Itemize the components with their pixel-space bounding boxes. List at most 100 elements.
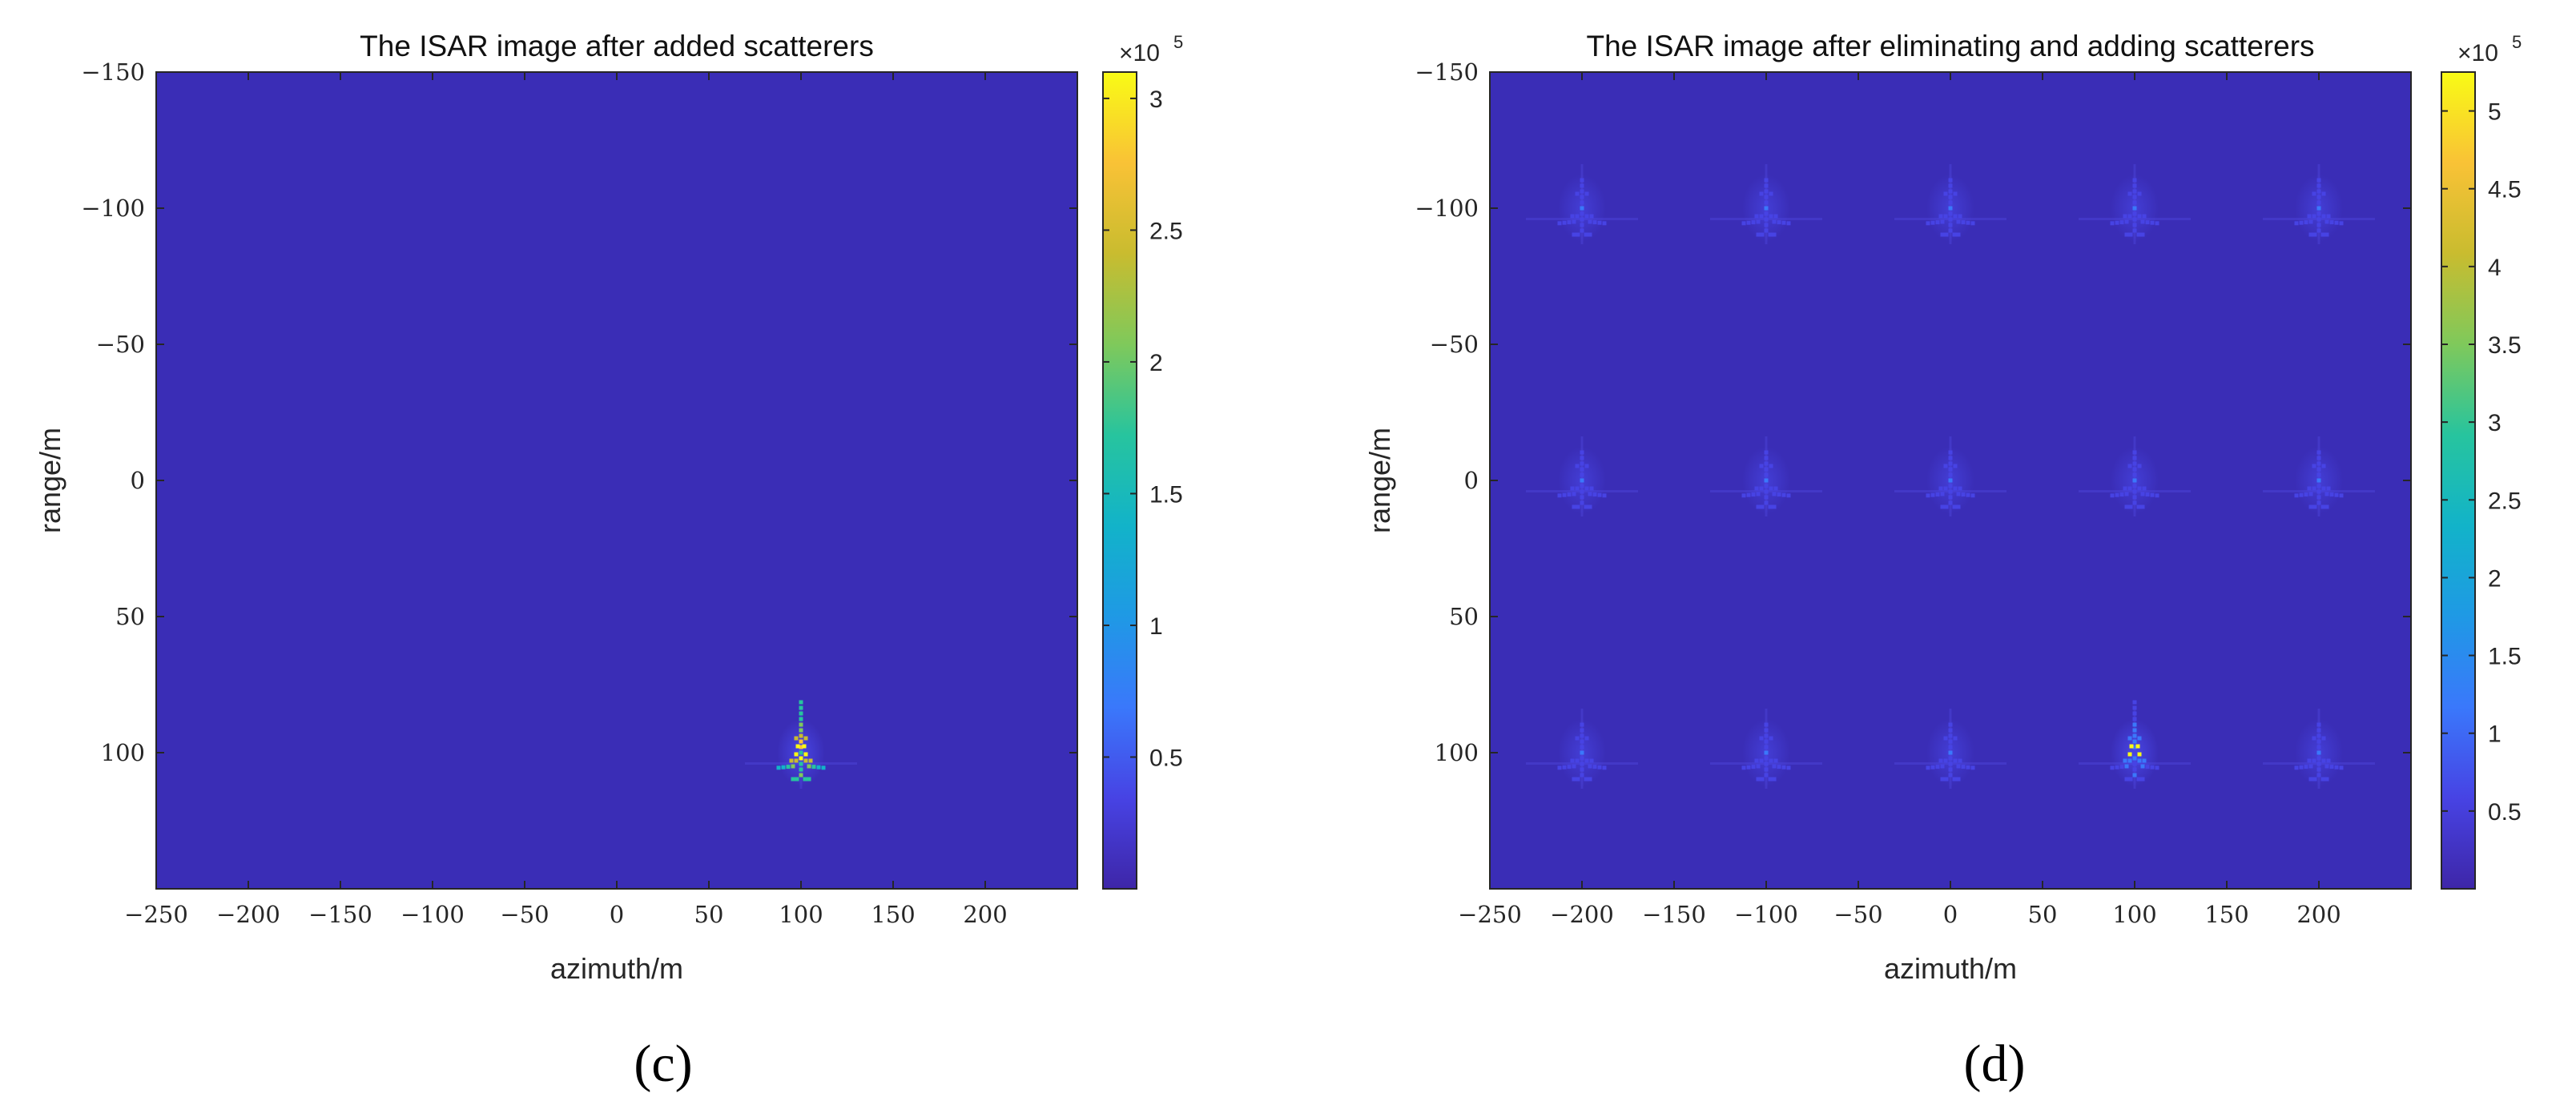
scatterer-point (2137, 758, 2142, 763)
scatterer-point (1772, 219, 1777, 224)
scatterer-point (1952, 504, 1957, 509)
y-tick-label: 0 (131, 467, 145, 494)
scatterer-point (2137, 191, 2142, 196)
scatterer-point (1580, 484, 1584, 488)
scatterer-point (2316, 495, 2321, 500)
scatterer-point (803, 777, 807, 782)
scatterer-point (1961, 492, 1966, 497)
scatterer-point (2316, 472, 2321, 477)
scatterer-point (1956, 504, 1961, 509)
scatterer-point (791, 764, 795, 769)
scatterer-point (795, 777, 799, 782)
x-tick-label: −50 (1833, 901, 1882, 928)
scatterer-target (1894, 164, 2006, 244)
scatterer-point (1592, 765, 1597, 769)
scatterer-point (1786, 765, 1791, 770)
scatterer-point (1956, 764, 1961, 769)
scatterer-point (1948, 745, 1953, 749)
scatterer-point (1777, 765, 1781, 769)
scatterer-point (2124, 764, 2129, 769)
scatterer-point (786, 765, 791, 769)
scatterer-point (1948, 200, 1953, 205)
x-tick-label: −200 (1550, 901, 1614, 928)
scatterer-point (2132, 728, 2137, 733)
scatterer-point (2316, 467, 2321, 472)
scatterer-point (1772, 232, 1777, 237)
scatterer-point (1759, 191, 1764, 196)
scatterer-point (1580, 478, 1584, 483)
scatterer-point (1764, 500, 1769, 505)
scatterer-point (2316, 228, 2321, 233)
scatterer-point (2137, 464, 2142, 468)
scatterer-point (1948, 195, 1953, 199)
x-tick-label: 50 (694, 901, 724, 928)
scatterer-point (2334, 765, 2339, 769)
scatterer-point (1572, 492, 1576, 496)
scatterer-point (2316, 745, 2321, 749)
scatterer-point (2312, 486, 2316, 491)
scatterer-point (1938, 486, 1943, 491)
scatterer-point (799, 761, 803, 766)
scatterer-point (1773, 486, 1778, 491)
scatterer-point (1953, 758, 1958, 763)
scatterer-point (1580, 189, 1584, 194)
y-tick-label: 50 (1449, 603, 1479, 630)
scatterer-point (1562, 492, 1567, 497)
scatterer-point (1754, 214, 1759, 219)
scatterer-point (1584, 504, 1588, 509)
scatterer-point (1764, 217, 1769, 222)
scatterer-point (1580, 722, 1584, 727)
x-tick-label: 200 (2296, 901, 2341, 928)
scatterer-point (1570, 486, 1575, 491)
scatterer-point (1948, 189, 1953, 194)
y-tick-label: 50 (115, 603, 145, 630)
scatterer-point (2324, 764, 2329, 769)
y-axis: −150 −100 −50 0 50 100 (81, 58, 1077, 766)
scatterer-point (1756, 504, 1761, 509)
scatterer-point (2140, 232, 2145, 237)
scatterer-point (1580, 195, 1584, 199)
scatterer-point (1589, 758, 1594, 763)
scatterer-point (1769, 464, 1773, 468)
colorbar-tick-label: 1.5 (1149, 481, 1183, 508)
bright-point (802, 744, 807, 749)
scatterer-point (1572, 777, 1576, 782)
scatterer-point (1948, 484, 1953, 488)
scatterer-point (2334, 492, 2339, 497)
scatterer-point (1572, 764, 1576, 769)
y-axis-label: range/m (34, 428, 66, 533)
scatterer-point (1588, 219, 1592, 224)
scatterer-point (1961, 765, 1966, 769)
scatterer-point (2308, 219, 2313, 224)
scatterer-target (1526, 164, 1638, 244)
scatterer-point (1764, 467, 1769, 472)
scatterer-point (1943, 464, 1948, 468)
scatterer-target (2263, 709, 2375, 789)
scatterer-point (1754, 486, 1759, 491)
scatterer-point (1584, 191, 1589, 196)
scatterer-point (776, 765, 781, 770)
scatterer-point (1764, 484, 1769, 488)
colorbar-gradient (1102, 71, 1137, 890)
scatterer-point (1584, 777, 1588, 782)
scatterer-point (1944, 777, 1949, 782)
scatterer-point (2339, 765, 2344, 770)
scatterer-point (1948, 733, 1953, 738)
y-tick-label: −100 (1415, 195, 1479, 222)
scatterer-point (1759, 464, 1764, 468)
scatterer-point (799, 756, 803, 761)
scatterer-point (1926, 765, 1930, 770)
scatterer-point (1764, 183, 1769, 188)
scatterer-point (1575, 191, 1580, 196)
scatterer-point (1764, 178, 1769, 183)
x-tick-label: −100 (400, 901, 465, 928)
scatterer-point (1772, 777, 1777, 782)
scatterer-point (2140, 219, 2145, 224)
scatterer-point (1764, 756, 1769, 761)
scatterer-point (1970, 493, 1975, 498)
scatterer-point (2132, 223, 2137, 227)
scatterer-point (2132, 211, 2137, 216)
scatterer-point (1769, 214, 1773, 219)
scatterer-point (2324, 777, 2329, 782)
scatterer-point (1953, 736, 1958, 741)
